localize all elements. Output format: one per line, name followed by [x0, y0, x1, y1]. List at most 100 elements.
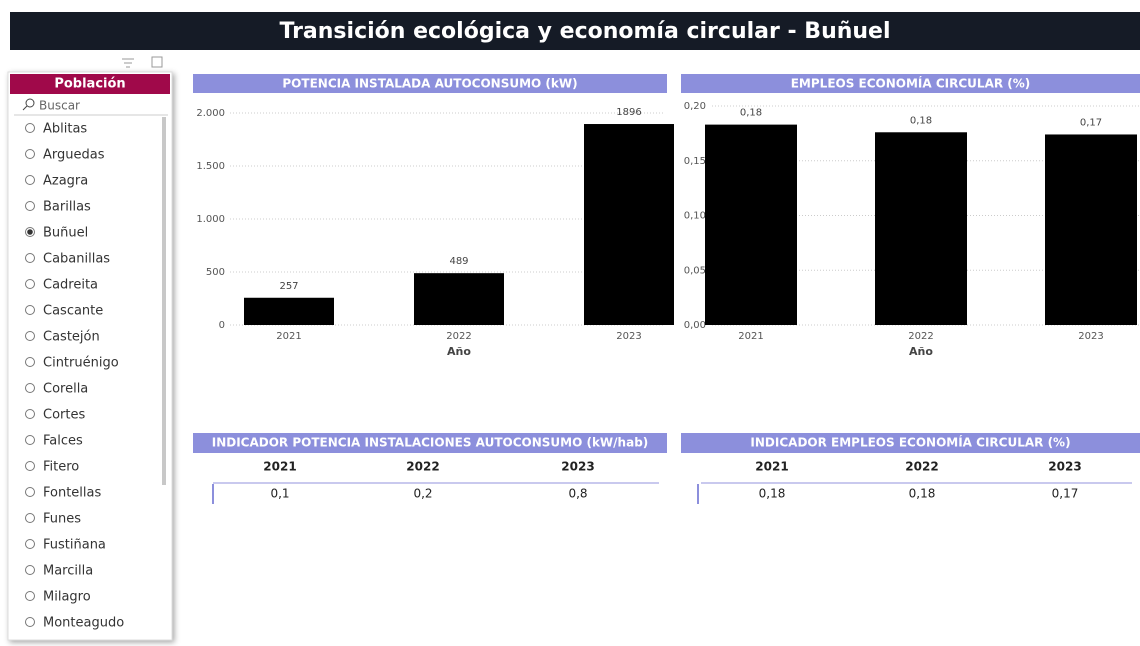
y-tick-label: 500 — [206, 267, 225, 278]
bar — [875, 132, 967, 325]
slicer-item[interactable]: Cabanillas — [43, 252, 110, 267]
bar — [1045, 134, 1137, 325]
slicer-item[interactable]: Corella — [43, 382, 88, 397]
radio[interactable] — [25, 175, 35, 185]
chart-title: EMPLEOS ECONOMÍA CIRCULAR (%) — [791, 76, 1031, 91]
x-tick-label: 2021 — [738, 331, 763, 342]
cell: 0,2 — [413, 487, 432, 501]
x-tick-label: 2023 — [1078, 331, 1103, 342]
x-tick-label: 2022 — [908, 331, 933, 342]
radio[interactable] — [25, 201, 35, 211]
slicer-item[interactable]: Azagra — [43, 174, 88, 189]
radio[interactable] — [25, 331, 35, 341]
radio[interactable] — [25, 513, 35, 523]
slicer-item[interactable]: Cintruénigo — [43, 356, 119, 371]
value-label: 0,18 — [740, 108, 762, 119]
y-tick-label: 0,05 — [684, 265, 706, 276]
search-icon — [22, 105, 28, 111]
table-title-bar — [681, 433, 1140, 453]
radio[interactable] — [25, 591, 35, 601]
slicer-item[interactable]: Buñuel — [43, 226, 88, 241]
x-tick-label: 2022 — [446, 331, 471, 342]
cell: 0,17 — [1052, 487, 1079, 501]
table-title-bar — [193, 433, 667, 453]
cell: 0,18 — [759, 487, 786, 501]
y-tick-label: 0,10 — [684, 211, 706, 222]
column-header: 2022 — [905, 460, 938, 474]
column-header: 2021 — [263, 460, 296, 474]
value-label: 489 — [449, 256, 468, 267]
slicer-item[interactable]: Milagro — [43, 590, 91, 605]
cell: 0,8 — [568, 487, 587, 501]
y-tick-label: 0 — [219, 320, 225, 331]
scrollbar[interactable] — [162, 117, 166, 485]
radio[interactable] — [25, 357, 35, 367]
x-axis-label: Año — [447, 345, 471, 358]
bar — [705, 124, 797, 326]
radio[interactable] — [25, 461, 35, 471]
slicer-item[interactable]: Fustiñana — [43, 538, 106, 553]
y-tick-label: 0,00 — [684, 320, 706, 331]
radio[interactable] — [25, 253, 35, 263]
radio[interactable] — [25, 487, 35, 497]
slicer-item[interactable]: Barillas — [43, 200, 91, 215]
value-label: 0,17 — [1080, 117, 1102, 128]
radio[interactable] — [25, 279, 35, 289]
radio[interactable] — [25, 617, 35, 627]
chart-title-bar — [193, 74, 667, 93]
slicer-item[interactable]: Ablitas — [43, 122, 87, 137]
search-icon — [25, 98, 35, 108]
radio[interactable] — [25, 305, 35, 315]
slicer-panel — [7, 71, 173, 641]
y-tick-label: 0,20 — [684, 101, 706, 112]
y-tick-label: 0,15 — [684, 156, 706, 167]
column-header: 2022 — [406, 460, 439, 474]
value-label: 1896 — [616, 107, 641, 118]
x-tick-label: 2023 — [616, 331, 641, 342]
slicer-item[interactable]: Marcilla — [43, 564, 93, 579]
slicer-item[interactable]: Arguedas — [43, 148, 105, 163]
column-header: 2023 — [561, 460, 594, 474]
value-label: 0,18 — [910, 115, 932, 126]
radio[interactable] — [25, 435, 35, 445]
chart-title-bar — [681, 74, 1140, 93]
slicer-item[interactable]: Falces — [43, 434, 83, 449]
slicer-item[interactable]: Fontellas — [43, 486, 101, 501]
cell: 0,1 — [270, 487, 289, 501]
header-bar — [10, 12, 1140, 50]
cell: 0,18 — [909, 487, 936, 501]
radio-dot — [27, 229, 33, 235]
slicer-item[interactable]: Funes — [43, 512, 81, 527]
slicer-item[interactable]: Monteagudo — [43, 616, 124, 631]
table-title: INDICADOR EMPLEOS ECONOMÍA CIRCULAR (%) — [750, 435, 1070, 450]
slicer-header — [10, 74, 170, 94]
bar — [584, 124, 674, 325]
bar — [244, 297, 334, 325]
radio[interactable] — [25, 383, 35, 393]
bar — [414, 273, 504, 325]
column-header: 2021 — [755, 460, 788, 474]
slicer-item[interactable]: Castejón — [43, 330, 100, 345]
slicer-item[interactable]: Cortes — [43, 408, 85, 423]
radio[interactable] — [25, 539, 35, 549]
chart-title: POTENCIA INSTALADA AUTOCONSUMO (kW) — [282, 77, 577, 91]
slicer-title: Población — [54, 77, 125, 92]
y-tick-label: 2.000 — [196, 108, 225, 119]
radio[interactable] — [25, 149, 35, 159]
slicer-icons — [122, 56, 163, 68]
search-box[interactable]: Buscar — [39, 99, 80, 113]
radio[interactable] — [25, 123, 35, 133]
x-tick-label: 2021 — [276, 331, 301, 342]
slicer-item[interactable]: Cascante — [43, 304, 103, 319]
y-tick-label: 1.000 — [196, 214, 225, 225]
column-header: 2023 — [1048, 460, 1081, 474]
header-title: Transición ecológica y economía circular… — [279, 19, 890, 44]
radio[interactable] — [25, 409, 35, 419]
x-axis-label: Año — [909, 345, 933, 358]
slicer-item[interactable]: Fitero — [43, 460, 79, 475]
slicer-item[interactable]: Cadreita — [43, 278, 98, 293]
value-label: 257 — [279, 281, 298, 292]
radio[interactable] — [25, 565, 35, 575]
